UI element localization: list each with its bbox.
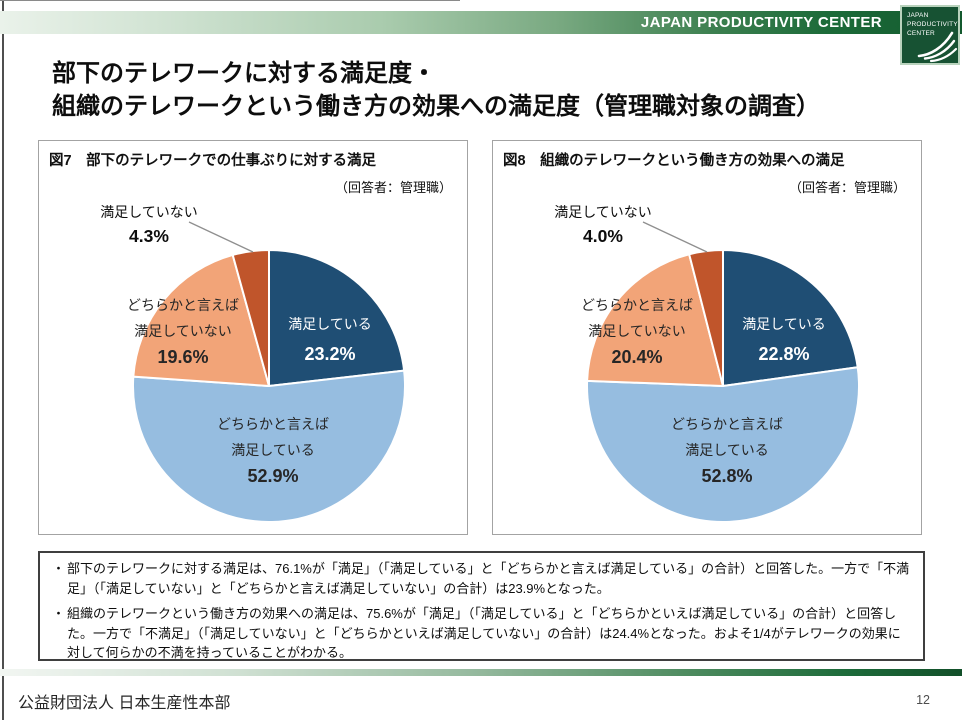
pie-category-label: 満足していない <box>554 204 652 220</box>
pie-slice-1 <box>268 249 406 387</box>
pie-svg: 満足している23.2%どちらかと言えば満足している52.9%どちらかと言えば満足… <box>100 204 406 523</box>
note-text-2: 組織のテレワークという働き方の効果への満足は、75.6%が「満足」（「満足してい… <box>67 606 901 660</box>
jpc-logo-text-line3: CENTER <box>907 29 935 37</box>
pie-category-label: 満足していない <box>588 323 686 339</box>
figure7-respondent-note: （回答者：管理職） <box>334 180 452 195</box>
figure8-title: 図8 組織のテレワークという働き方の効果への満足 <box>503 153 845 169</box>
pie-category-label: 満足している <box>742 316 826 332</box>
header-bar: JAPAN PRODUCTIVITY CENTER <box>0 11 962 34</box>
page-number: 12 <box>916 693 930 707</box>
note-text-1: 部下のテレワークに対する満足は、76.1%が「満足」（「満足している」と「どちら… <box>67 561 910 596</box>
page-title: 部下のテレワークに対する満足度・ 組織のテレワークという働き方の効果への満足度（… <box>52 57 820 123</box>
label-leader-line <box>188 221 254 253</box>
pie-slice-2 <box>586 366 861 524</box>
pie-value-label: 20.4% <box>611 347 662 367</box>
jpc-logo-text: JAPAN PRODUCTIVITY CENTER <box>907 12 958 38</box>
figure8-pie-chart: 満足している 22.8% どちらかと言えば 満足している 52.8% どちらかと言えば 満足… <box>493 141 923 536</box>
page-title-line2: 組織のテレワークという働き方の効果への満足度（管理職対象の調査） <box>52 93 820 120</box>
pie-value-label: 22.8% <box>758 344 809 364</box>
pie-value-label: 23.2% <box>304 344 355 364</box>
pie-value-label: 4.3% <box>129 226 169 246</box>
pie-category-label: 満足していない <box>134 323 232 339</box>
pie-value-label: 52.8% <box>701 466 752 486</box>
note-item-2: ・ 組織のテレワークという働き方の効果への満足は、75.6%が「満足」（「満足し… <box>50 604 911 663</box>
brand-text: JAPAN PRODUCTIVITY CENTER <box>640 14 882 31</box>
summary-notes-box: ・ 部下のテレワークに対する満足は、76.1%が「満足」（「満足している」と「ど… <box>38 551 925 661</box>
pie-category-label: どちらかと言えば <box>581 297 693 313</box>
pie-category-label: どちらかと言えば <box>671 416 783 432</box>
pie-slice-3 <box>586 253 724 387</box>
label-leader-line <box>642 221 708 253</box>
bullet-marker: ・ <box>52 606 66 621</box>
window-left-border <box>2 0 4 720</box>
pie-value-label: 52.9% <box>247 466 298 486</box>
figure7-panel: 図7 部下のテレワークでの仕事ぶりに対する満足 （回答者：管理職） 満足している… <box>38 140 468 535</box>
pie-category-label: どちらかと言えば <box>127 297 239 313</box>
pie-category-label: 満足している <box>288 316 372 332</box>
pie-slice-1 <box>722 249 859 387</box>
pie-category-label: 満足している <box>685 442 769 458</box>
figure8-panel: 図8 組織のテレワークという働き方の効果への満足 （回答者：管理職） 満足してい… <box>492 140 922 535</box>
figure8-respondent-note: （回答者：管理職） <box>788 180 906 195</box>
page-title-line1: 部下のテレワークに対する満足度・ <box>52 60 436 87</box>
figure7-pie-chart: 満足している 23.2% どちらかと言えば 満足している 52.9% どちらかと言えば 満足… <box>39 141 469 536</box>
pie-svg: 満足している22.8%どちらかと言えば満足している52.8%どちらかと言えば満足… <box>554 204 861 524</box>
note-item-1: ・ 部下のテレワークに対する満足は、76.1%が「満足」（「満足している」と「ど… <box>50 559 911 598</box>
pie-value-label: 4.0% <box>583 226 623 246</box>
bullet-marker: ・ <box>52 561 66 576</box>
figure7-title: 図7 部下のテレワークでの仕事ぶりに対する満足 <box>49 153 377 169</box>
jpc-logo: JAPAN PRODUCTIVITY CENTER <box>900 5 960 65</box>
leaf-swoosh-icon <box>917 31 958 63</box>
pie-slice-3 <box>132 253 270 387</box>
jpc-logo-text-line2: PRODUCTIVITY <box>907 20 958 28</box>
pie-category-label: 満足していない <box>100 204 198 220</box>
pie-category-label: どちらかと言えば <box>217 416 329 432</box>
pie-slice-2 <box>131 369 406 523</box>
jpc-logo-text-line1: JAPAN <box>907 12 929 19</box>
pie-category-label: 満足している <box>231 442 315 458</box>
window-top-border <box>0 0 460 1</box>
pie-value-label: 19.6% <box>157 347 208 367</box>
footer-organization: 公益財団法人 日本生産性本部 <box>18 695 231 712</box>
footer-divider <box>0 669 962 676</box>
